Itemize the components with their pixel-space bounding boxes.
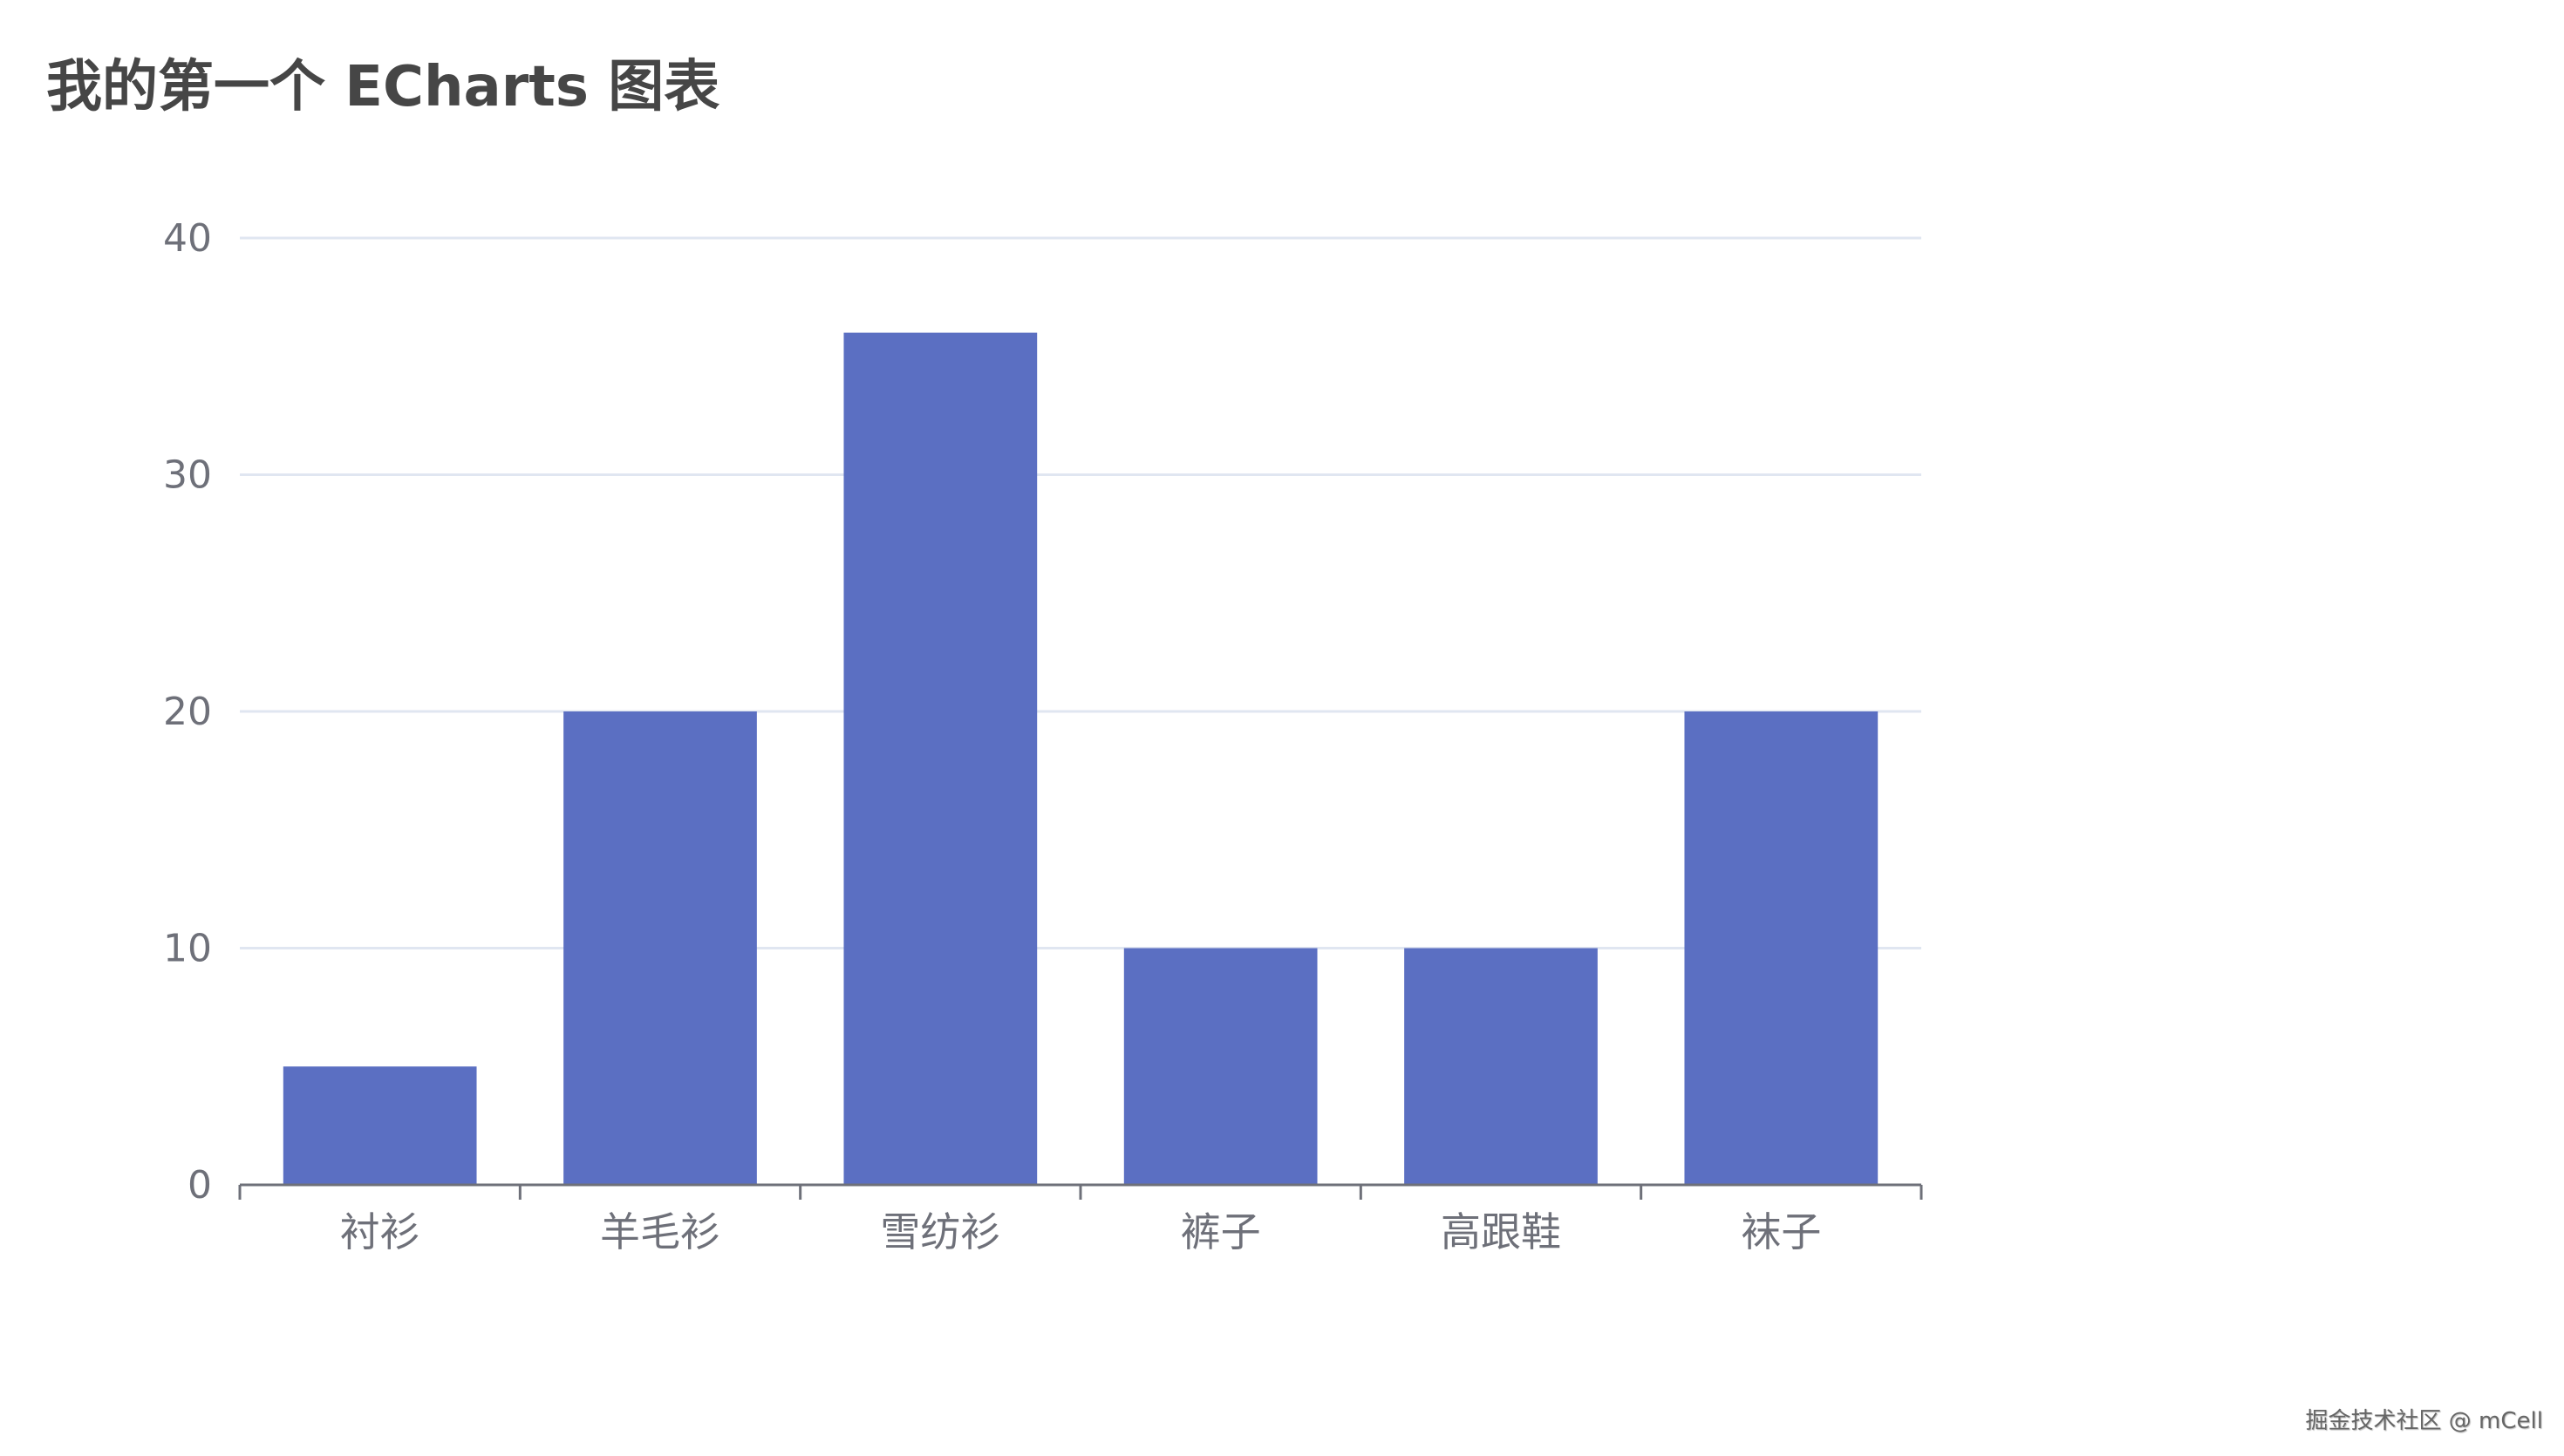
- x-tick-label: 羊毛衫: [600, 1208, 720, 1255]
- x-tick-label: 高跟鞋: [1441, 1208, 1561, 1255]
- y-tick-label: 30: [163, 453, 212, 498]
- x-tick-label: 袜子: [1741, 1208, 1821, 1255]
- y-tick-label: 40: [163, 216, 212, 261]
- bar-0: [283, 1066, 477, 1185]
- bar-3: [1123, 948, 1318, 1185]
- y-tick-label: 0: [188, 1163, 212, 1208]
- x-tick-label: 衬衫: [340, 1208, 420, 1255]
- y-tick-label: 20: [163, 690, 212, 734]
- bar-5: [1684, 711, 1879, 1185]
- bar-1: [563, 711, 757, 1185]
- x-tick-label: 裤子: [1181, 1208, 1261, 1255]
- chart-title: 我的第一个 ECharts 图表: [46, 55, 720, 119]
- watermark: 掘金技术社区 @ mCell: [2305, 1408, 2543, 1434]
- x-tick-label: 雪纺衫: [880, 1208, 1000, 1255]
- bar-4: [1404, 948, 1598, 1185]
- y-tick-label: 10: [163, 927, 212, 971]
- bar-2: [843, 332, 1038, 1186]
